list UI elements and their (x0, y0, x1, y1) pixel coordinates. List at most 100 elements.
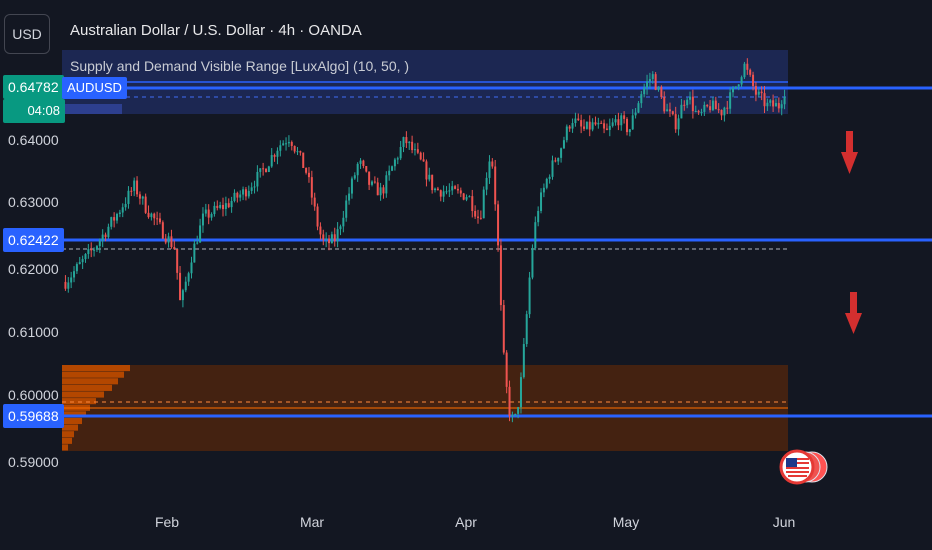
supply-zone-profile (62, 104, 122, 114)
symbol-tag[interactable]: AUDUSD (62, 77, 127, 99)
candle-body (488, 161, 491, 178)
candle-body (519, 377, 522, 408)
candle-body (646, 81, 649, 88)
candle-body (413, 149, 416, 151)
profile-bar (62, 411, 86, 418)
candle-body (562, 140, 565, 149)
candle-body (668, 109, 671, 112)
candle-body (731, 88, 734, 93)
candle-body (402, 137, 405, 147)
candle-body (640, 94, 643, 104)
candle-body (81, 259, 84, 263)
indicator-legend[interactable]: Supply and Demand Visible Range [LuxAlgo… (70, 58, 410, 74)
candle-body (608, 125, 611, 130)
candle-body (78, 262, 81, 265)
profile-bar (62, 398, 96, 405)
profile-bar (62, 417, 82, 425)
x-tick-label: Apr (455, 514, 477, 530)
candle-body (545, 178, 548, 188)
candle-body (399, 146, 402, 159)
candle-body (310, 177, 313, 198)
candle-body (614, 119, 617, 123)
candle-body (746, 63, 749, 70)
candle-body (328, 238, 331, 244)
candle-body (93, 249, 96, 251)
candle-body (706, 104, 709, 107)
candle-body (666, 109, 669, 112)
profile-bar (62, 437, 72, 444)
candle-body (104, 234, 107, 238)
candle-body (502, 305, 505, 353)
candle-body (113, 217, 116, 221)
candle-body (743, 63, 746, 78)
candle-body (116, 213, 119, 221)
candle-body (350, 178, 353, 194)
candle-body (763, 93, 766, 107)
candle-body (293, 145, 296, 152)
candle-body (448, 190, 451, 192)
candle-body (156, 218, 159, 220)
us-flag-event-icon[interactable] (779, 449, 828, 485)
candle-body (772, 100, 775, 107)
candle-body (700, 111, 703, 113)
candle-body (680, 104, 683, 119)
candle-body (451, 186, 454, 191)
candle-body (396, 158, 399, 160)
candle-body (199, 225, 202, 243)
x-tick-label: Jun (772, 514, 796, 530)
candle-body (330, 234, 333, 244)
candle-body (657, 86, 660, 90)
candle-body (717, 109, 720, 111)
candle-body (230, 201, 233, 208)
candle-body (754, 86, 757, 95)
candle-body (711, 100, 714, 111)
candle-body (631, 115, 634, 130)
candle-body (554, 160, 557, 162)
candle-body (239, 194, 242, 198)
candle-body (482, 189, 485, 219)
candle-body (508, 386, 511, 417)
candle-body (551, 160, 554, 177)
x-tick-label: May (612, 514, 640, 530)
candle-body (454, 186, 457, 189)
candle-body (253, 186, 256, 188)
candle-body (485, 177, 488, 190)
candle-body (637, 103, 640, 113)
candle-body (90, 249, 93, 251)
candle-body (709, 106, 712, 111)
candle-body (686, 99, 689, 106)
candle-body (201, 213, 204, 226)
candle-body (654, 74, 657, 90)
candle-body (783, 96, 786, 105)
candle-body (130, 190, 133, 192)
candle-body (322, 234, 325, 240)
candle-body (299, 151, 302, 153)
candle-body (760, 91, 763, 94)
candle-body (677, 118, 680, 130)
candle-body (577, 118, 580, 121)
profile-bar (62, 444, 68, 451)
candle-body (107, 226, 110, 238)
candle-body (528, 277, 531, 315)
candle-body (494, 166, 497, 205)
candle-body (780, 104, 783, 109)
candle-body (247, 190, 250, 197)
candle-body (651, 74, 654, 80)
candle-body (196, 242, 199, 244)
candle-body (591, 122, 594, 130)
candle-body (127, 190, 130, 204)
candle-body (769, 100, 772, 103)
symbol-title[interactable]: Australian Dollar / U.S. Dollar · 4h · O… (70, 22, 362, 39)
candle-body (468, 196, 471, 198)
candle-body (267, 166, 270, 173)
candle-body (623, 115, 626, 119)
candle-body (714, 100, 717, 110)
candle-body (242, 189, 245, 195)
candle-body (262, 168, 265, 170)
candle-body (442, 191, 445, 197)
candle-body (663, 96, 666, 112)
currency-button[interactable]: USD (4, 14, 50, 54)
candle-body (219, 204, 222, 208)
